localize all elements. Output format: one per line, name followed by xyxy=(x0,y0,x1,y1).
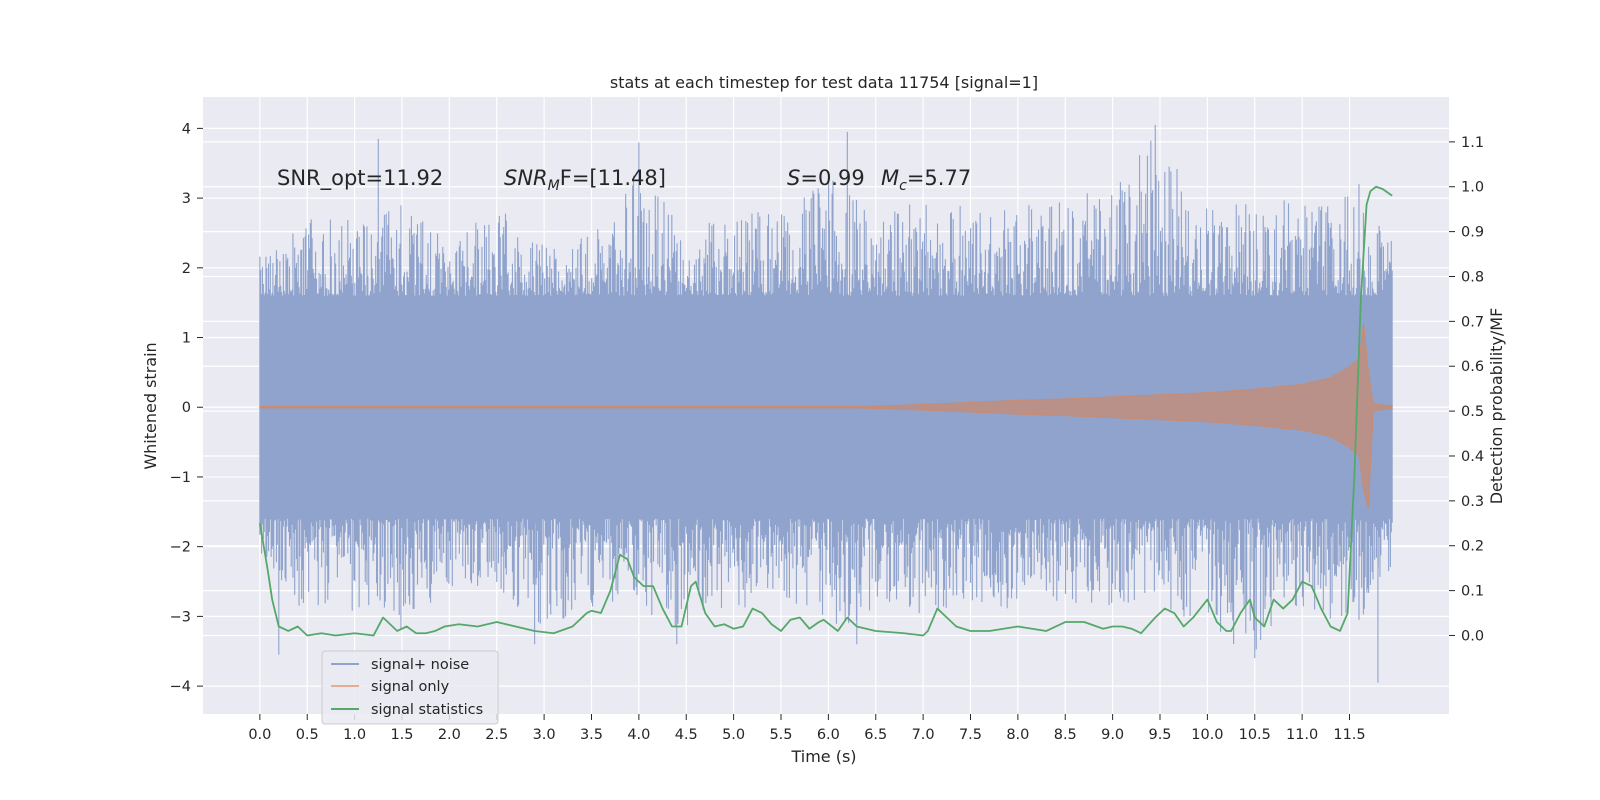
y-tick-label: −4 xyxy=(170,679,191,695)
x-tick-label: 7.5 xyxy=(959,727,982,743)
y2-tick-label: 1.1 xyxy=(1461,135,1484,151)
x-tick-label: 3.0 xyxy=(533,727,556,743)
annotation-mc-sub: c xyxy=(899,178,907,194)
x-tick-label: 0.5 xyxy=(296,727,319,743)
annotation-snr-mf-sub: M xyxy=(548,178,560,194)
y-tick-label: −1 xyxy=(170,470,191,486)
y2-tick-label: 1.0 xyxy=(1461,180,1484,196)
x-tick-label: 5.0 xyxy=(722,727,745,743)
tick-labels: 0.0 0.5 1.0 1.5 2.0 2.5 3.0 3.5 4.0 4.5 5.0 5.5 6.0 6… xyxy=(170,121,1484,743)
x-axis-label: Time (s) xyxy=(790,747,856,766)
y-tick-label: −3 xyxy=(170,609,191,625)
y2-tick-label: 0.5 xyxy=(1461,404,1484,420)
x-tick-label: 1.0 xyxy=(343,727,366,743)
x-tick-label: 11.5 xyxy=(1333,727,1365,743)
x-tick-label: 2.5 xyxy=(485,727,508,743)
annotation-s: S=0.99 xyxy=(787,166,865,190)
y2-tick-label: 0.8 xyxy=(1461,269,1484,285)
y2-tick-label: 0.3 xyxy=(1461,494,1484,510)
annotations: SNR_opt=11.92 SNRMF=[11.48] S=0.99 Mc=5.… xyxy=(277,166,971,194)
y-tick-label: 1 xyxy=(182,331,191,347)
x-tick-label: 6.0 xyxy=(817,727,840,743)
y-axis-label: Whitened strain xyxy=(141,342,160,469)
legend: signal+ noise signal only signal statist… xyxy=(321,650,499,725)
x-tick-label: 5.5 xyxy=(769,727,792,743)
statistics-series-layer xyxy=(258,185,1393,637)
x-tick-label: 0.0 xyxy=(248,727,271,743)
legend-label-signal: signal only xyxy=(371,679,450,695)
statistics-line xyxy=(258,185,1393,637)
annotation-mc: Mc=5.77 xyxy=(881,166,971,194)
annotation-snr-mf-rest: F=[11.48] xyxy=(560,166,666,190)
y2-tick-label: 0.9 xyxy=(1461,225,1484,241)
legend-label-stats: signal statistics xyxy=(371,702,483,718)
y-tick-label: −2 xyxy=(170,540,191,556)
x-tick-label: 2.0 xyxy=(438,727,461,743)
x-tick-label: 1.5 xyxy=(390,727,413,743)
x-tick-label: 3.5 xyxy=(580,727,603,743)
y-tick-label: 0 xyxy=(182,400,191,416)
x-tick-label: 10.0 xyxy=(1191,727,1223,743)
y2-tick-label: 0.6 xyxy=(1461,359,1484,375)
x-tick-label: 9.5 xyxy=(1148,727,1171,743)
y2-tick-label: 0.1 xyxy=(1461,584,1484,600)
y2-axis-label: Detection probability/MF xyxy=(1487,308,1506,505)
annotation-mc-base: M xyxy=(881,166,899,190)
y2-tick-label: 0.0 xyxy=(1461,628,1484,644)
y2-tick-label: 0.4 xyxy=(1461,449,1484,465)
y2-tick-label: 0.7 xyxy=(1461,314,1484,330)
legend-label-noise: signal+ noise xyxy=(371,657,469,673)
signal-series-layer xyxy=(259,323,1393,509)
x-tick-label: 4.0 xyxy=(627,727,650,743)
x-tick-label: 11.0 xyxy=(1286,727,1318,743)
y-tick-label: 2 xyxy=(182,261,191,277)
x-tick-label: 8.0 xyxy=(1006,727,1029,743)
annotation-snr-mf-base: SNR xyxy=(504,166,548,190)
y2-tick-label: 0.2 xyxy=(1461,539,1484,555)
legend-box xyxy=(321,650,499,725)
x-tick-label: 4.5 xyxy=(675,727,698,743)
x-tick-label: 7.0 xyxy=(912,727,935,743)
x-tick-label: 6.5 xyxy=(864,727,887,743)
annotation-snr-mf: SNRMF=[11.48] xyxy=(504,166,666,194)
x-tick-label: 9.0 xyxy=(1101,727,1124,743)
annotation-s-label: S xyxy=(787,166,800,190)
y-tick-label: 4 xyxy=(182,121,191,137)
signal-envelope xyxy=(259,323,1393,509)
x-tick-label: 10.5 xyxy=(1239,727,1271,743)
annotation-snr-opt: SNR_opt=11.92 xyxy=(277,166,443,191)
y-tick-label: 3 xyxy=(182,191,191,207)
annotation-s-value: =0.99 xyxy=(800,166,864,190)
annotation-mc-value: =5.77 xyxy=(907,166,971,190)
chart-title: stats at each timestep for test data 117… xyxy=(610,73,1038,92)
x-tick-label: 8.5 xyxy=(1054,727,1077,743)
